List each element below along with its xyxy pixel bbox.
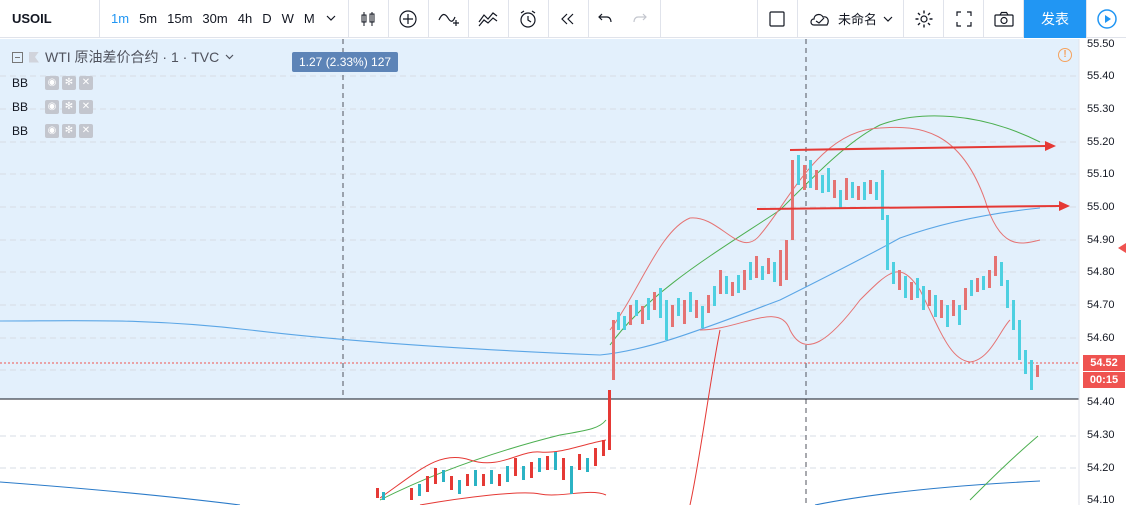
toolbar-spacer [661,0,758,38]
axis-tick: 55.10 [1087,168,1115,180]
collapse-icon[interactable] [12,51,23,63]
candlesticks-upper [612,155,1039,390]
symbol-search[interactable]: USOIL [0,0,100,38]
indicators-button[interactable] [429,0,469,38]
legend-title[interactable]: WTI 原油差价合约 · 1 · TVC [45,49,220,65]
interval-w[interactable]: W [281,10,294,26]
interval-1m[interactable]: 1m [111,10,130,26]
interval-15m[interactable]: 15m [167,10,193,26]
chart-legend: WTI 原油差价合约 · 1 · TVC [12,47,234,67]
gear-icon[interactable]: ✻ [62,76,76,90]
axis-tick: 55.00 [1087,201,1115,213]
flag-icon[interactable] [29,51,39,63]
redo-icon [633,13,648,22]
indicator-label[interactable]: BB [12,124,29,138]
ma-blue-lower [0,481,241,505]
expand-icon [955,10,972,27]
ma-blue-lower-right [814,480,1041,505]
redo-button[interactable] [621,0,661,38]
warning-icon[interactable]: ! [1058,48,1072,62]
plus-circle-icon [399,9,417,28]
layout-name-label: 未命名 [837,12,877,27]
chevron-down-icon[interactable] [320,13,342,24]
undo-button[interactable] [589,0,621,38]
current-price-tag: 54.52 [1083,355,1125,371]
axis-tick: 54.90 [1087,234,1115,246]
cloud-icon [810,13,829,26]
interval-30m[interactable]: 30m [202,10,228,26]
axis-tick: 54.60 [1087,332,1115,344]
chevron-down-icon [225,54,234,60]
snapshot-button[interactable] [984,0,1024,38]
eye-icon[interactable]: ◉ [45,100,59,114]
alarm-clock-icon [520,10,536,28]
top-toolbar: USOIL 1m 5m 15m 30m 4h D W M 未命 [0,0,1126,38]
indicator-icon [438,13,460,26]
rewind-icon [561,13,574,24]
indicator-row: BB ◉ ✻ ✕ [12,100,93,114]
layout-save-button[interactable]: 未命名 [798,0,904,38]
gear-icon[interactable]: ✻ [62,100,76,114]
axis-tick: 54.40 [1087,396,1115,408]
play-circle-icon [1096,8,1117,29]
interval-m[interactable]: M [303,10,315,26]
indicator-label[interactable]: BB [12,100,29,114]
close-icon[interactable]: ✕ [79,76,93,90]
axis-tick: 55.50 [1087,38,1115,50]
axis-tick: 54.20 [1087,462,1115,474]
undo-icon [597,13,612,22]
axis-tick: 54.30 [1087,429,1115,441]
interval-group: 1m 5m 15m 30m 4h D W M [100,0,349,38]
gear-icon[interactable]: ✻ [62,124,76,138]
candlestick-type-button[interactable] [349,0,389,38]
fullscreen-mode-button[interactable] [758,0,798,38]
publish-button[interactable]: 发表 [1024,0,1086,38]
close-icon[interactable]: ✕ [79,124,93,138]
axis-tick: 54.10 [1087,494,1115,505]
indicator-label[interactable]: BB [12,76,29,90]
fullscreen-button[interactable] [944,0,984,38]
templates-button[interactable] [469,0,509,38]
axis-tick: 54.70 [1087,299,1115,311]
bb-red-lower-upper [379,439,607,499]
close-icon[interactable]: ✕ [79,100,93,114]
ma-blue-line [0,207,1041,356]
interval-5m[interactable]: 5m [139,10,158,26]
play-button[interactable] [1086,0,1126,38]
bb-red-right-lower [689,329,721,505]
selection-highlight [0,39,1079,399]
templates-icon [478,11,498,26]
square-icon [769,10,786,27]
compare-button[interactable] [389,0,429,38]
indicator-row: BB ◉ ✻ ✕ [12,124,93,138]
bb-green-line [609,115,1041,346]
axis-tick: 54.80 [1087,266,1115,278]
chevron-down-icon [883,16,893,22]
indicator-row: BB ◉ ✻ ✕ [12,76,93,90]
bb-red-lower-lower [419,492,607,505]
bb-red-lower [699,271,1011,363]
interval-4h[interactable]: 4h [237,10,253,26]
eye-icon[interactable]: ◉ [45,124,59,138]
alert-button[interactable] [509,0,549,38]
axis-tick: 55.30 [1087,103,1115,115]
settings-button[interactable] [904,0,944,38]
eye-icon[interactable]: ◉ [45,76,59,90]
axis-tick: 55.40 [1087,70,1115,82]
candlestick-icon [361,11,375,26]
price-marker [1118,243,1126,253]
gear-icon [915,10,932,27]
measure-label: 1.27 (2.33%) 127 [292,52,399,72]
candlesticks-lower [376,390,611,500]
replay-button[interactable] [549,0,589,38]
camera-icon [993,11,1014,27]
bb-green-lower-right [969,435,1039,501]
bb-green-lower [379,419,607,501]
annotation-arrows [756,141,1070,211]
interval-d[interactable]: D [262,10,272,26]
axis-tick: 55.20 [1087,136,1115,148]
countdown-tag: 00:15 [1083,372,1125,388]
